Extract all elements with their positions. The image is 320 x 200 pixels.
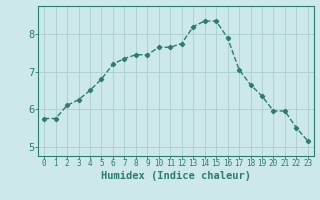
X-axis label: Humidex (Indice chaleur): Humidex (Indice chaleur) (101, 171, 251, 181)
